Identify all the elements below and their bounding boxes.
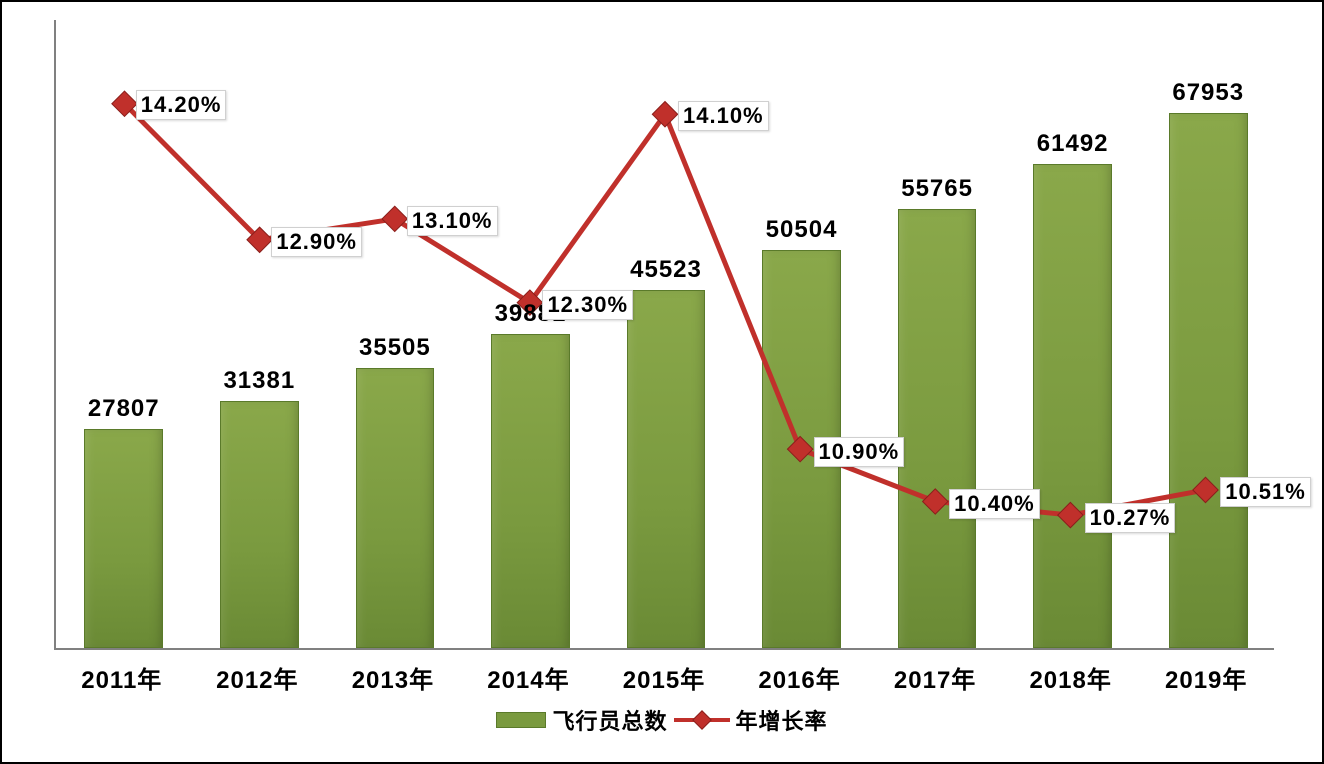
bar-value-label: 27807 bbox=[64, 395, 184, 423]
bar-value-label: 50504 bbox=[742, 216, 862, 244]
x-axis-label: 2016年 bbox=[732, 660, 868, 695]
legend-bar-swatch bbox=[496, 712, 546, 728]
x-axis-label: 2015年 bbox=[596, 660, 732, 695]
legend-bar-label: 飞行员总数 bbox=[552, 704, 667, 736]
legend-line-label: 年增长率 bbox=[736, 704, 828, 736]
chart-frame: 2780731381355053988145523505045576561492… bbox=[0, 0, 1324, 764]
line-value-label: 14.10% bbox=[678, 101, 769, 131]
plot-area: 2780731381355053988145523505045576561492… bbox=[54, 20, 1274, 650]
line-value-label: 10.51% bbox=[1220, 477, 1311, 507]
line-value-label: 12.90% bbox=[271, 227, 362, 257]
line-value-label: 14.20% bbox=[136, 90, 227, 120]
bar-value-label: 45523 bbox=[606, 256, 726, 284]
bar-value-label: 55765 bbox=[877, 175, 997, 203]
legend: 飞行员总数 年增长率 bbox=[2, 704, 1322, 736]
x-axis-label: 2018年 bbox=[1003, 660, 1139, 695]
line-value-label: 13.10% bbox=[407, 206, 498, 236]
x-axis-label: 2011年 bbox=[54, 660, 190, 695]
x-axis-label: 2017年 bbox=[867, 660, 1003, 695]
line-value-label: 10.40% bbox=[949, 489, 1040, 519]
x-axis-label: 2019年 bbox=[1138, 660, 1274, 695]
bar-value-label: 31381 bbox=[199, 367, 319, 395]
line-value-label: 12.30% bbox=[542, 290, 633, 320]
x-axis-labels: 2011年2012年2013年2014年2015年2016年2017年2018年… bbox=[54, 656, 1274, 690]
line-value-label: 10.90% bbox=[814, 437, 905, 467]
legend-line-swatch bbox=[674, 712, 730, 728]
x-axis-label: 2013年 bbox=[325, 660, 461, 695]
line-value-label: 10.27% bbox=[1085, 503, 1176, 533]
x-axis-label: 2014年 bbox=[461, 660, 597, 695]
bar-value-label: 61492 bbox=[1013, 130, 1133, 158]
labels-layer: 2780731381355053988145523505045576561492… bbox=[56, 20, 1274, 648]
x-axis-label: 2012年 bbox=[190, 660, 326, 695]
bar-value-label: 35505 bbox=[335, 334, 455, 362]
bar-value-label: 67953 bbox=[1148, 79, 1268, 107]
